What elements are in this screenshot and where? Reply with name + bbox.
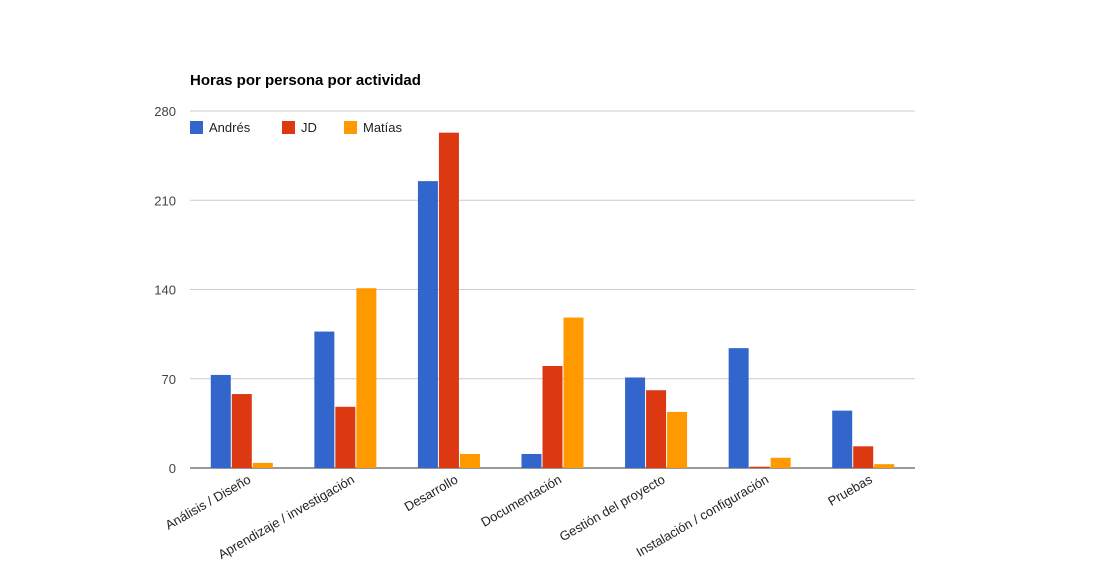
legend-label: JD (301, 120, 317, 135)
bar-matías-6 (874, 464, 895, 468)
y-tick-label: 140 (154, 283, 176, 298)
category-label: Análisis / Diseño (163, 472, 254, 533)
bar-jd-6 (853, 446, 874, 468)
y-tick-label: 70 (162, 372, 176, 387)
bar-andrés-5 (728, 348, 749, 468)
y-tick-label: 210 (154, 193, 176, 208)
category-label: Pruebas (825, 471, 875, 508)
bar-jd-2 (438, 132, 459, 469)
y-tick-label: 280 (154, 104, 176, 119)
bar-andrés-3 (521, 453, 542, 468)
category-label: Gestión del proyecto (557, 472, 668, 545)
y-axis-ticks: 0 70 140 210 280 (154, 104, 176, 476)
bar-jd-1 (335, 406, 356, 468)
category-label: Documentación (478, 472, 564, 530)
bar-jd-0 (231, 394, 252, 468)
legend: Andrés JD Matías (190, 120, 403, 135)
gridlines (190, 110, 915, 469)
bar-andrés-2 (417, 181, 438, 468)
bar-matías-5 (770, 457, 791, 468)
bar-jd-3 (542, 366, 563, 468)
category-label: Desarrollo (402, 472, 461, 515)
bars (210, 132, 895, 469)
chart-title: Horas por persona por actividad (190, 72, 421, 89)
legend-swatch-matías (344, 121, 357, 134)
bar-jd-5 (749, 466, 770, 468)
bar-matías-2 (459, 453, 480, 468)
bar-matías-0 (252, 462, 273, 468)
bar-matías-3 (563, 317, 584, 468)
bar-andrés-4 (625, 377, 646, 468)
bar-matías-4 (667, 411, 688, 468)
legend-swatch-jd (282, 121, 295, 134)
bar-jd-4 (646, 390, 667, 468)
legend-label: Matías (363, 120, 403, 135)
bar-andrés-1 (314, 331, 335, 468)
y-tick-label: 0 (169, 461, 176, 476)
legend-label: Andrés (209, 120, 251, 135)
bar-andrés-6 (832, 410, 853, 468)
bar-andrés-0 (210, 374, 231, 468)
legend-swatch-andrés (190, 121, 203, 134)
bar-matías-1 (356, 288, 377, 468)
